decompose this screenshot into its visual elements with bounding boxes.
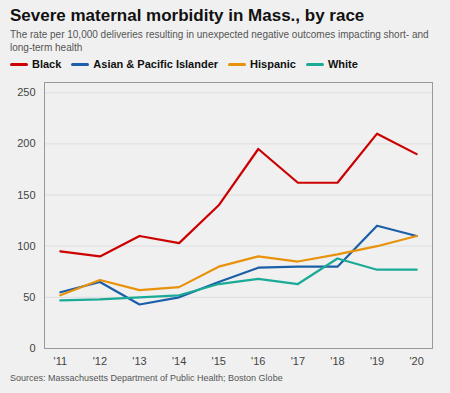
svg-text:'19: '19: [370, 356, 384, 368]
svg-text:0: 0: [29, 342, 35, 354]
html-text:Asian & Pacific Islander: Asian & Pacific Islander: [93, 58, 219, 71]
svg-text:200: 200: [17, 138, 35, 150]
svg-text:250: 250: [17, 87, 35, 99]
html-text:White: White: [327, 58, 358, 71]
svg-text:'17: '17: [291, 356, 305, 368]
html-text:Hispanic: Hispanic: [250, 58, 296, 71]
svg-text:'20: '20: [409, 356, 423, 368]
svg-text:150: 150: [17, 189, 35, 201]
svg-text:'11: '11: [54, 356, 68, 368]
html-text:The rate per 10,000 deliveries: The rate per 10,000 deliveries resulting…: [10, 29, 429, 53]
svg-text:'14: '14: [172, 356, 186, 368]
svg-text:'15: '15: [212, 356, 226, 368]
svg-text:'16: '16: [251, 356, 265, 368]
html-text:Black: Black: [32, 58, 62, 71]
svg-text:50: 50: [23, 291, 35, 303]
html-text:Sources: Massachusetts Departm: Sources: Massachusetts Department of Pub…: [10, 373, 283, 384]
svg-text:'12: '12: [93, 356, 107, 368]
svg-text:'13: '13: [132, 356, 146, 368]
svg-text:100: 100: [17, 240, 35, 252]
svg-text:'18: '18: [330, 356, 344, 368]
html-text:Severe maternal morbidity in M: Severe maternal morbidity in Mass., by r…: [10, 6, 365, 25]
